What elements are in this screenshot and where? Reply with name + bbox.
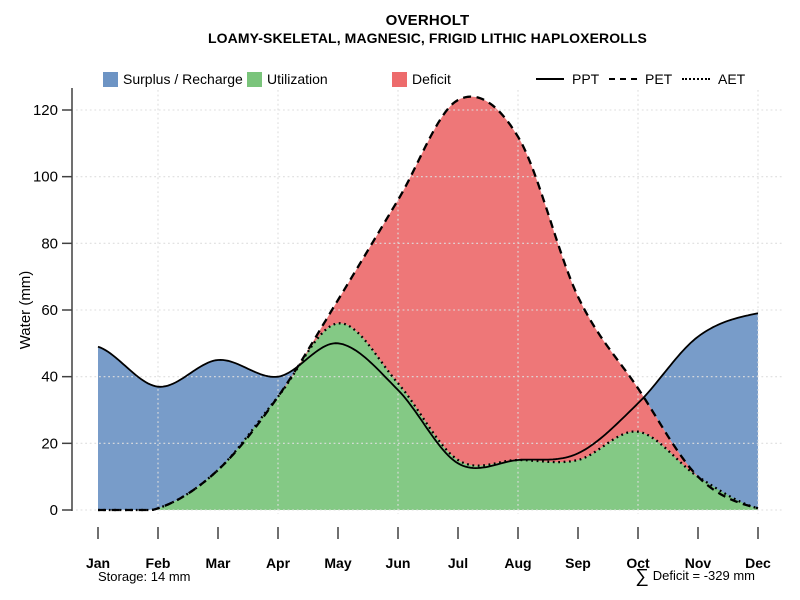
x-tick-label: Jul [448,555,468,571]
ppt-curve [97,312,759,470]
page-subtitle: LOAMY-SKELETAL, MAGNESIC, FRIGID LITHIC … [208,30,647,46]
fill-pet-aet [278,96,698,477]
x-tick-label: May [324,555,351,571]
series-lines [97,95,759,512]
x-tick-label: Sep [565,555,591,571]
legend-label-aet: AET [718,71,746,87]
y-tick-label: 80 [41,235,58,252]
x-tick-label: Apr [266,555,291,571]
aet-curve [98,322,759,512]
pet-curve [98,95,759,512]
ppt-line-sample [536,78,564,80]
sigma-symbol: ∑ [635,566,649,587]
x-tick-label: Aug [504,555,531,571]
y-tick-label: 120 [33,102,58,119]
y-tick-label: 60 [41,302,58,319]
legend-label-deficit: Deficit [412,71,451,87]
deficit-swatch [392,72,407,87]
surplus-swatch [103,72,118,87]
y-axis-title: Water (mm) [17,271,34,350]
pet-line-sample [609,78,637,80]
fill-ppt-pet [98,313,758,510]
x-tick-label: Jun [386,555,411,571]
deficit-annotation-text: Deficit = -329 mm [652,568,755,583]
legend-label-pet: PET [645,71,673,87]
y-tick-label: 20 [41,435,58,452]
y-tick-label: 40 [41,369,58,386]
axis-labels: 0 20 40 60 80 100 120 Jan Feb Mar Apr May Jun Jul Aug S… [17,102,771,571]
gridlines [76,90,783,514]
legend-label-surplus: Surplus / Recharge [123,71,243,87]
y-tick-label: 100 [33,169,58,186]
x-tick-label: Mar [206,555,231,571]
x-tick-label: Dec [745,555,771,571]
page-title: OVERHOLT [385,12,470,29]
legend-label-ppt: PPT [572,71,600,87]
x-tick-label: Jan [86,555,110,571]
aet-line-sample [682,78,710,80]
fill-regions [98,96,758,510]
x-tick-label: Feb [146,555,171,571]
axes [62,88,759,539]
x-tick-label: Nov [685,555,712,571]
deficit-annotation: ∑ Deficit = -329 mm [635,564,755,587]
utilization-swatch [247,72,262,87]
legend-label-utilization: Utilization [267,71,328,87]
fill-aet-zero [151,323,758,510]
storage-annotation: Storage: 14 mm [98,569,191,584]
y-tick-label: 0 [50,502,58,519]
x-tick-label: Oct [626,555,650,571]
